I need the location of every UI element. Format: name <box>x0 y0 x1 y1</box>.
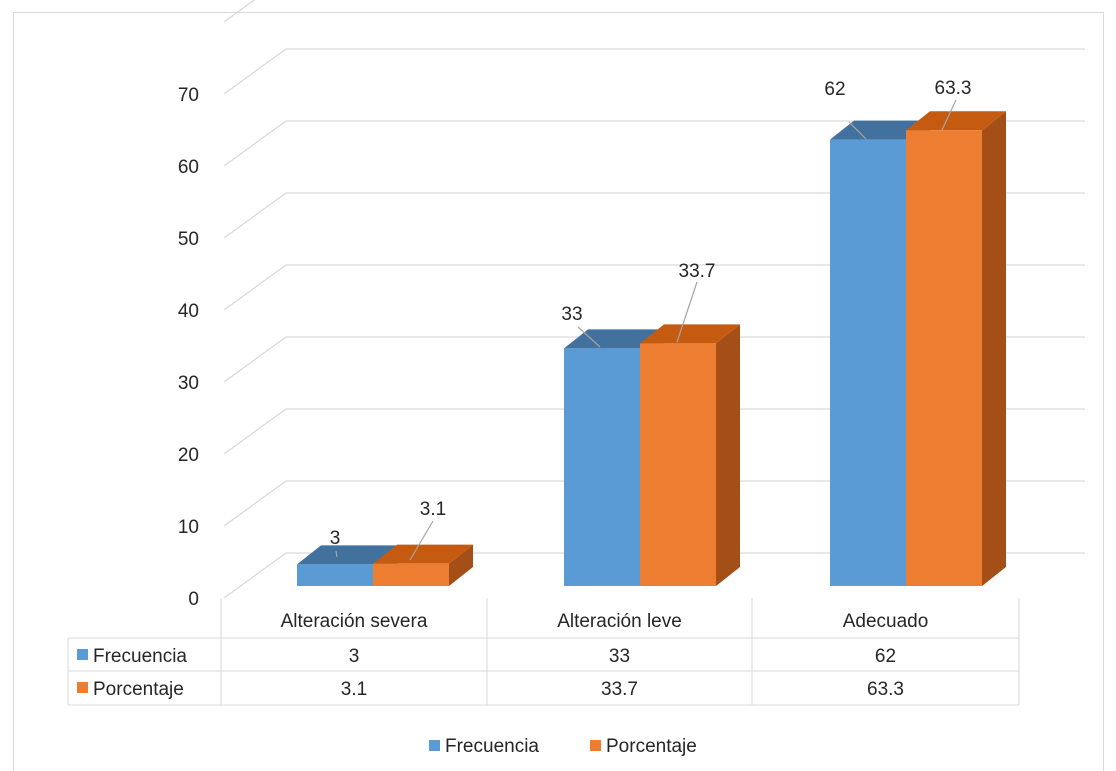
table-category-label: Alteración severa <box>281 611 428 632</box>
gridline-side <box>223 264 287 311</box>
legend-swatch-porcentaje <box>590 740 601 751</box>
data-label: 63.3 <box>935 78 972 99</box>
gridline-side <box>223 0 256 23</box>
y-tick-label: 50 <box>178 229 199 250</box>
data-label: 62 <box>824 79 845 100</box>
gridline-side <box>223 408 287 455</box>
table-cell: 3 <box>349 646 360 667</box>
table-category-label: Alteración leve <box>557 611 682 632</box>
bar-top-porcentaje <box>906 111 1006 131</box>
legend: Frecuencia Porcentaje <box>429 736 697 757</box>
table-cell: 33.7 <box>601 679 638 700</box>
bar-frecuencia <box>297 564 373 586</box>
bar-top-frecuencia <box>564 329 664 349</box>
table-cell: 63.3 <box>867 679 904 700</box>
gridline-side <box>223 120 287 167</box>
bar-porcentaje <box>640 343 716 586</box>
table-key-frecuencia <box>77 649 88 660</box>
y-axis: 0 10 20 30 40 50 60 70 <box>178 85 199 610</box>
y-tick-label: 0 <box>188 589 199 610</box>
y-tick-label: 40 <box>178 301 199 322</box>
data-label: 3.1 <box>420 499 446 520</box>
bar-top-frecuencia <box>297 545 397 565</box>
table-cell: 3.1 <box>341 679 367 700</box>
data-label: 33 <box>561 304 582 325</box>
bar-porcentaje <box>373 563 449 586</box>
bar-side-porcentaje <box>449 544 473 586</box>
table-cell: 62 <box>875 646 896 667</box>
y-tick-label: 20 <box>178 445 199 466</box>
data-label: 3 <box>330 528 341 549</box>
label-leader-line <box>409 520 434 561</box>
y-tick-label: 10 <box>178 517 199 538</box>
data-labels: 3 3.1 33 33.7 62 63.3 <box>330 78 972 561</box>
y-tick-label: 60 <box>178 157 199 178</box>
table-key-porcentaje <box>77 682 88 693</box>
table-cell: 33 <box>609 646 630 667</box>
gridline-side <box>223 336 287 383</box>
legend-label: Frecuencia <box>445 736 539 757</box>
label-leader-line <box>577 326 601 348</box>
label-leader-line <box>941 99 957 131</box>
bar-top-porcentaje <box>640 324 740 344</box>
data-label: 33.7 <box>679 261 716 282</box>
legend-swatch-frecuencia <box>429 740 440 751</box>
label-leader-line <box>676 281 698 343</box>
table-category-label: Adecuado <box>843 611 929 632</box>
bar-top-frecuencia <box>830 120 930 140</box>
gridline-side <box>223 192 287 239</box>
table-series-label: Frecuencia <box>93 646 187 667</box>
label-leader-line <box>848 121 867 140</box>
y-tick-label: 30 <box>178 373 199 394</box>
bar-top-porcentaje <box>373 544 473 564</box>
bar-porcentaje <box>906 130 982 587</box>
table-series-label: Porcentaje <box>93 679 184 700</box>
floor-diagonal <box>223 552 287 599</box>
gridline-side <box>223 48 287 95</box>
bar-frecuencia <box>830 139 906 586</box>
label-leader-line <box>335 550 338 558</box>
data-table: Alteración severa Alteración leve Adecuado… <box>67 598 1020 706</box>
bar-frecuencia <box>564 348 640 586</box>
bars <box>297 111 1006 587</box>
gridline-side <box>223 480 287 527</box>
legend-label: Porcentaje <box>606 736 697 757</box>
bar-side-porcentaje <box>716 324 740 586</box>
bar-side-porcentaje <box>982 111 1006 587</box>
y-tick-label: 70 <box>178 85 199 106</box>
